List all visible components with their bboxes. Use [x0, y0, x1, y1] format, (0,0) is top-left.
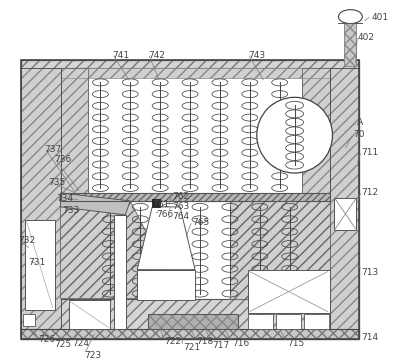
Text: 736: 736 — [55, 155, 72, 164]
Bar — [61, 201, 330, 298]
Text: 723: 723 — [85, 351, 101, 360]
Text: 732: 732 — [19, 236, 36, 245]
Text: 737: 737 — [45, 145, 62, 154]
Polygon shape — [61, 193, 130, 215]
Text: 764: 764 — [172, 212, 189, 221]
Bar — [302, 68, 330, 195]
Polygon shape — [137, 207, 195, 270]
Bar — [302, 68, 330, 195]
Bar — [21, 60, 359, 339]
Text: 402: 402 — [357, 32, 375, 41]
Bar — [304, 314, 328, 329]
Text: 70: 70 — [353, 130, 365, 139]
Text: 742: 742 — [148, 51, 165, 59]
Bar — [137, 270, 195, 300]
Bar — [276, 314, 301, 329]
Bar — [148, 314, 238, 329]
Bar — [61, 68, 89, 195]
Bar — [21, 329, 359, 339]
Text: 401: 401 — [371, 13, 389, 21]
Bar — [334, 198, 356, 230]
Text: 741: 741 — [112, 51, 130, 59]
Text: 715: 715 — [288, 339, 305, 348]
Bar — [344, 19, 356, 67]
Bar — [248, 270, 330, 313]
Bar — [21, 68, 61, 339]
Bar — [248, 314, 273, 329]
Polygon shape — [230, 201, 330, 298]
Text: 724: 724 — [73, 339, 89, 348]
Text: 718: 718 — [196, 337, 213, 347]
Bar — [330, 68, 359, 339]
Text: 716: 716 — [232, 339, 249, 348]
Bar — [25, 220, 55, 309]
Text: 717: 717 — [212, 341, 229, 351]
Bar — [61, 68, 330, 78]
Text: 712: 712 — [361, 188, 379, 197]
Bar — [344, 19, 356, 67]
Bar — [61, 68, 330, 195]
Text: 721: 721 — [183, 343, 200, 352]
Text: 733: 733 — [63, 206, 80, 215]
Text: 722: 722 — [164, 337, 181, 347]
Bar — [21, 68, 61, 339]
Text: 763: 763 — [172, 202, 189, 211]
Text: 735: 735 — [49, 178, 66, 187]
Text: 731: 731 — [28, 258, 46, 267]
Ellipse shape — [338, 10, 363, 24]
Text: A: A — [357, 118, 364, 127]
Bar — [23, 314, 34, 327]
Text: 761: 761 — [152, 200, 170, 209]
Bar — [61, 193, 330, 201]
Text: 726: 726 — [38, 335, 56, 344]
Bar — [152, 199, 160, 207]
Text: 711: 711 — [361, 148, 379, 157]
Bar — [114, 215, 126, 329]
Polygon shape — [61, 201, 180, 298]
Bar — [330, 68, 359, 339]
Text: 734: 734 — [57, 194, 74, 203]
Text: 765: 765 — [192, 218, 209, 227]
Bar — [61, 193, 330, 201]
Text: 762: 762 — [172, 192, 189, 201]
Text: 766: 766 — [156, 210, 173, 219]
Bar — [61, 68, 89, 195]
Circle shape — [257, 97, 332, 173]
Text: 743: 743 — [248, 51, 265, 59]
Bar — [148, 314, 238, 329]
Bar — [21, 60, 359, 339]
Text: 725: 725 — [55, 340, 72, 349]
Bar — [69, 300, 110, 329]
Text: 713: 713 — [361, 268, 379, 277]
Text: 714: 714 — [361, 333, 379, 343]
Bar — [21, 329, 359, 339]
